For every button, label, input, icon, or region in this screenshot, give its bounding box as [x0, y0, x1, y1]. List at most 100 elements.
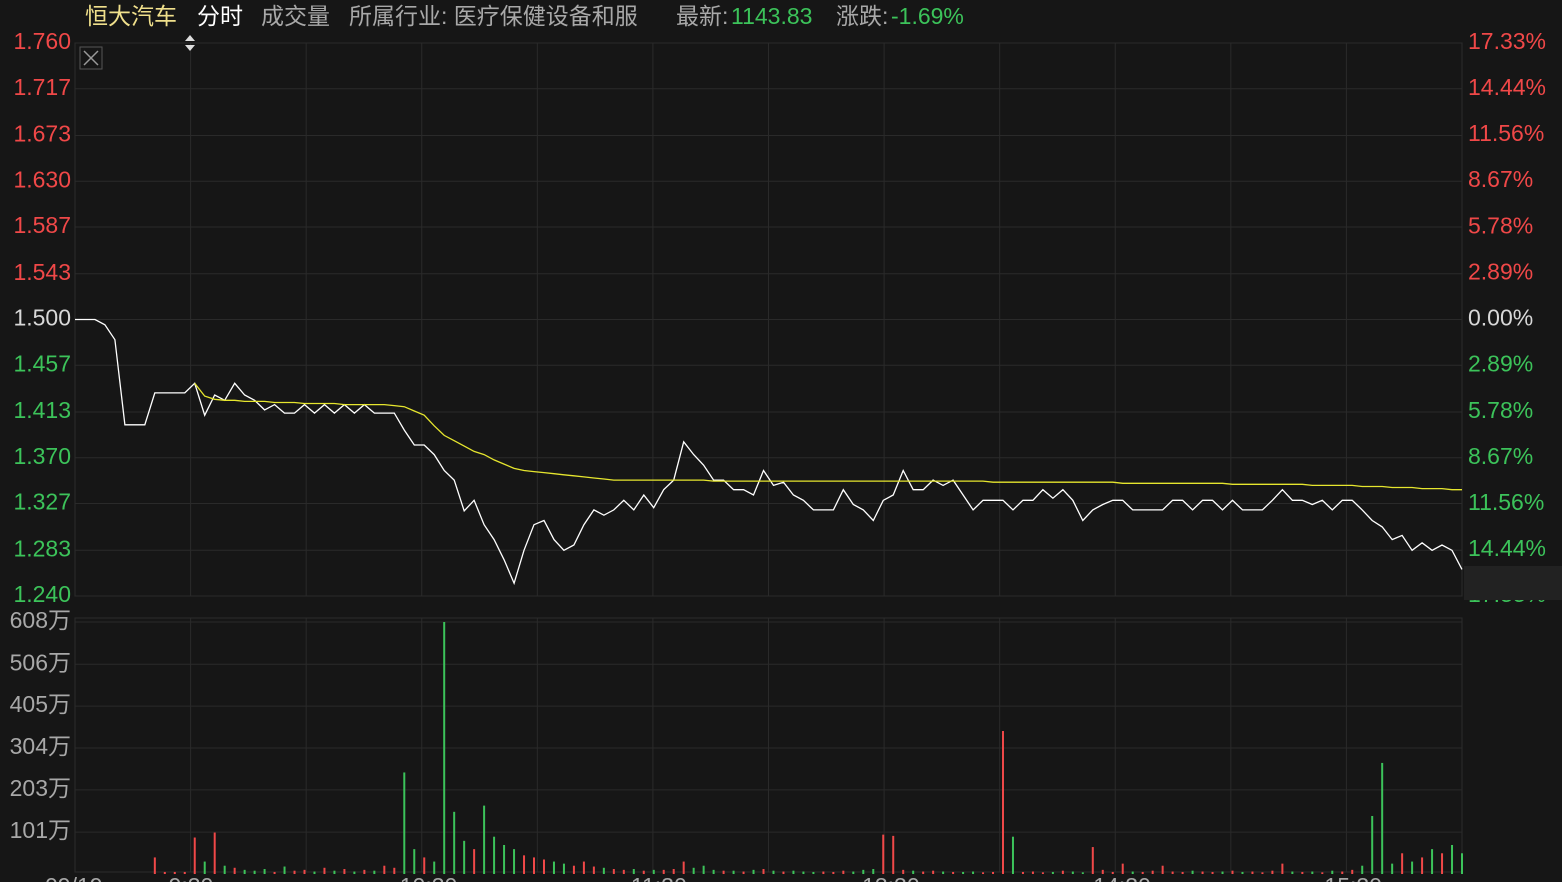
change-value: -1.69% — [891, 3, 964, 29]
volume-bar — [193, 837, 196, 874]
volume-bar — [622, 869, 625, 874]
volume-bar — [852, 871, 855, 874]
volume-bar — [942, 871, 945, 874]
volume-bar — [523, 855, 526, 874]
volume-bar — [562, 863, 565, 874]
volume-bar — [1221, 871, 1224, 874]
volume-bar — [742, 871, 745, 874]
volume-bar — [1031, 871, 1034, 874]
volume-bar — [692, 867, 695, 874]
x-tick-label: 10:30 — [400, 873, 458, 882]
volume-bar — [153, 857, 156, 874]
volume-bar — [592, 866, 595, 874]
volume-bar — [1171, 871, 1174, 874]
volume-bar — [1081, 872, 1084, 874]
volume-bar — [912, 870, 915, 874]
volume-bar — [383, 865, 386, 874]
y2-tick-label: 5.78% — [1468, 212, 1533, 238]
volume-bar — [473, 849, 476, 874]
y2-tick-label: 0.00% — [1468, 305, 1533, 331]
tab-time[interactable]: 分时 — [197, 3, 243, 29]
volume-bar — [223, 865, 226, 874]
volume-bar — [533, 857, 536, 874]
volume-bar — [762, 869, 765, 874]
volume-bar — [722, 870, 725, 874]
y-tick-label: 1.717 — [13, 74, 71, 100]
volume-bar — [1001, 731, 1004, 874]
volume-tick-label: 304万 — [10, 733, 71, 759]
close-box[interactable] — [79, 46, 103, 70]
volume-bar — [682, 861, 685, 874]
volume-bar — [503, 844, 506, 874]
volume-bar — [403, 772, 406, 874]
volume-bar — [1071, 871, 1074, 874]
volume-bar — [1121, 863, 1124, 874]
volume-tick-label: 506万 — [10, 649, 71, 675]
volume-bar — [1181, 871, 1184, 874]
volume-bar — [1331, 870, 1334, 874]
resize-icon[interactable] — [185, 35, 195, 51]
volume-bar — [263, 869, 266, 874]
volume-bar — [992, 871, 995, 874]
y2-tick-label: 8.67% — [1468, 166, 1533, 192]
volume-bar — [373, 870, 376, 874]
y2-tick-label: 14.44% — [1468, 535, 1546, 561]
volume-bar — [542, 859, 545, 874]
volume-bar — [732, 870, 735, 874]
volume-bar — [453, 811, 456, 874]
volume-bar — [393, 867, 396, 874]
volume-bar — [822, 871, 825, 874]
volume-bar — [163, 871, 166, 874]
volume-bar — [582, 861, 585, 874]
volume-bar — [612, 869, 615, 874]
volume-bar — [1421, 857, 1424, 874]
y-tick-label: 1.283 — [13, 535, 71, 561]
y2-tick-label: 11.56% — [1468, 489, 1544, 515]
volume-bar — [433, 861, 436, 874]
volume-bar — [1291, 871, 1294, 874]
volume-bar — [493, 836, 496, 874]
volume-tick-label: 608万 — [10, 607, 71, 633]
volume-bar — [1191, 870, 1194, 874]
y-tick-label: 1.673 — [13, 121, 71, 147]
volume-bar — [892, 835, 895, 874]
y-tick-label: 1.587 — [13, 212, 71, 238]
volume-bar — [782, 871, 785, 874]
x-tick-label: 09/19 — [45, 873, 103, 882]
close-icon[interactable] — [83, 50, 99, 66]
y-tick-label: 1.240 — [13, 581, 71, 607]
y-tick-label: 1.630 — [13, 166, 71, 192]
x-tick-label: 11:30 — [631, 873, 687, 882]
volume-bar — [253, 870, 256, 874]
volume-bar — [812, 871, 815, 874]
volume-bar — [1101, 869, 1104, 874]
volume-bar — [1211, 871, 1214, 874]
y-tick-label: 1.413 — [13, 397, 71, 423]
volume-bar — [483, 805, 486, 874]
volume-bar — [233, 867, 236, 874]
volume-tick-label: 101万 — [10, 817, 71, 843]
volume-bar — [1451, 844, 1454, 874]
y2-tick-label: 2.89% — [1468, 258, 1533, 284]
volume-bar — [1241, 871, 1244, 874]
volume-bar — [602, 867, 605, 874]
tab-volume[interactable]: 成交量 — [261, 3, 330, 29]
volume-bar — [1051, 871, 1054, 874]
volume-bar — [882, 834, 885, 874]
latest-value: 1143.83 — [731, 3, 812, 29]
average-line — [194, 382, 1462, 491]
y2-tick-label: 17.33% — [1468, 28, 1546, 54]
x-tick-label: 15:30 — [1324, 873, 1382, 882]
y-tick-label: 1.327 — [13, 489, 71, 515]
volume-bar — [513, 849, 516, 874]
volume-bar — [443, 622, 446, 874]
volume-bar — [313, 871, 316, 874]
volume-bar — [1231, 870, 1234, 874]
volume-bar — [333, 870, 336, 874]
price-line — [75, 318, 1463, 586]
volume-bar — [1301, 871, 1304, 874]
volume-bar — [423, 857, 426, 874]
